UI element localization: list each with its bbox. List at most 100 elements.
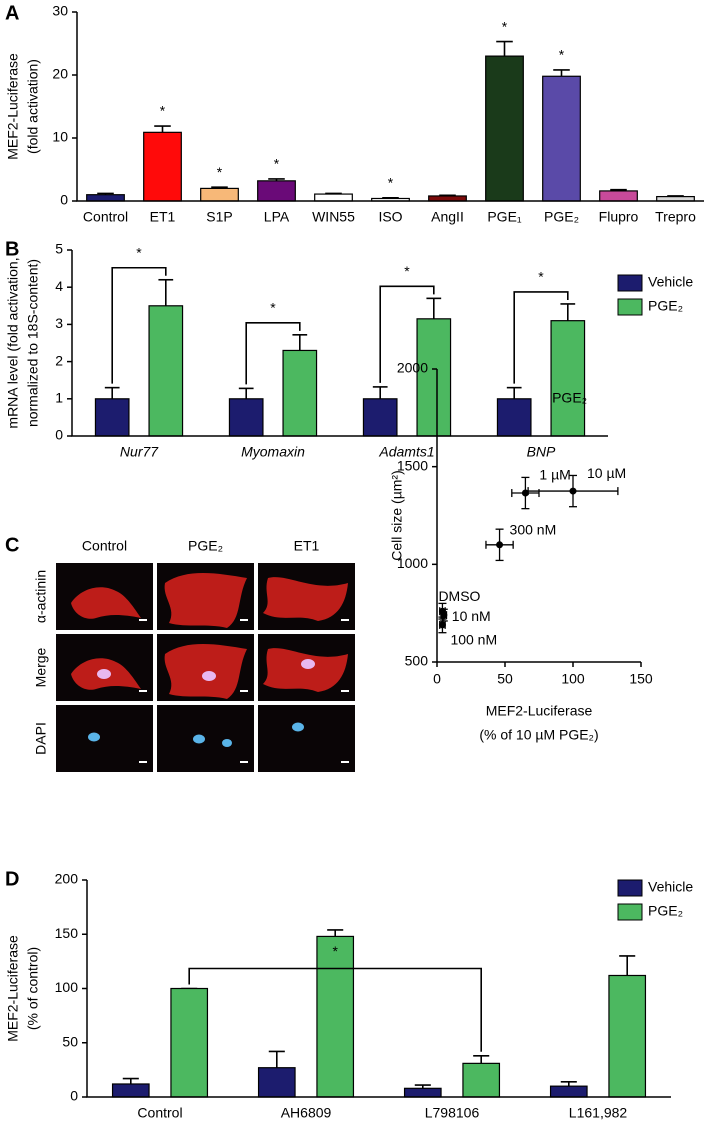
- y-axis-label: MEF2-Luciferase: [5, 935, 21, 1042]
- micrograph: [56, 563, 153, 630]
- y-tick-label: 5: [55, 241, 63, 257]
- x-tick-label: AH6809: [281, 1105, 332, 1121]
- y-tick-label: 1000: [397, 555, 428, 571]
- column-label: PGE₂: [188, 538, 223, 554]
- y-tick-label: 0: [60, 192, 68, 208]
- bar: [462, 1062, 501, 1098]
- y-axis-label: (fold activation): [25, 59, 41, 154]
- micrograph-background: [258, 705, 355, 772]
- x-tick-label: BNP: [527, 444, 556, 460]
- y-axis-label: Cell size (µm²): [389, 470, 405, 561]
- bar: [549, 1085, 588, 1098]
- bar: [282, 349, 318, 437]
- x-tick-label: Myomaxin: [241, 444, 305, 460]
- bar: [316, 935, 355, 1098]
- x-tick-label: PGE₂: [544, 209, 579, 225]
- significance-bracket: [245, 322, 301, 385]
- panel-letter: A: [5, 2, 19, 24]
- y-axis-label: (% of control): [25, 947, 41, 1030]
- y-tick-label: 2000: [397, 360, 428, 376]
- micrograph: [157, 563, 254, 630]
- bar: [608, 974, 647, 1098]
- y-axis-label: mRNA level (fold activation,: [5, 257, 21, 428]
- axes: [76, 12, 704, 202]
- significance-bracket: [379, 285, 435, 383]
- nucleus: [193, 734, 205, 744]
- micrograph: [258, 634, 355, 701]
- significance-mark: *: [559, 47, 565, 63]
- row-label: DAPI: [33, 722, 49, 755]
- panel-letter: D: [5, 868, 19, 890]
- bar: [257, 1067, 296, 1098]
- micrograph: [258, 705, 355, 772]
- bar: [94, 398, 130, 437]
- x-tick-label: S1P: [206, 209, 232, 225]
- axes: [71, 250, 608, 437]
- y-tick-label: 0: [55, 427, 63, 443]
- x-tick-label: 150: [629, 671, 653, 687]
- bar: [428, 195, 467, 202]
- panel-letter: C: [5, 534, 19, 556]
- y-tick-label: 200: [55, 871, 79, 887]
- x-tick-label: Control: [137, 1105, 182, 1121]
- x-tick-label: Trepro: [655, 209, 696, 225]
- y-axis-label: MEF2-Luciferase: [5, 53, 21, 160]
- x-axis-label: (% of 10 µM PGE₂): [479, 727, 598, 743]
- micrograph: [56, 634, 153, 701]
- axes: [86, 880, 671, 1098]
- x-tick-label: Flupro: [599, 209, 639, 225]
- bar: [362, 398, 398, 437]
- legend-swatch: [617, 298, 643, 316]
- bar: [200, 187, 239, 202]
- legend-label: PGE₂: [648, 903, 683, 919]
- x-tick-label: 100: [561, 671, 585, 687]
- nucleus: [88, 732, 100, 742]
- chart-title: PGE₂: [552, 390, 587, 406]
- significance-mark: *: [136, 244, 142, 260]
- row-label: α-actinin: [33, 570, 49, 623]
- y-tick-label: 10: [52, 129, 68, 145]
- x-tick-label: ET1: [150, 209, 176, 225]
- y-tick-label: 500: [405, 653, 429, 669]
- significance-bracket: [111, 266, 167, 384]
- x-tick-label: L798106: [425, 1105, 480, 1121]
- x-axis-label: MEF2-Luciferase: [486, 703, 593, 719]
- bar: [599, 190, 638, 202]
- point-label: DMSO: [438, 588, 480, 604]
- point-label: 300 nM: [510, 522, 557, 538]
- bar: [228, 398, 264, 437]
- point: [496, 541, 504, 549]
- legend-swatch: [617, 903, 643, 921]
- legend-label: PGE₂: [648, 298, 683, 314]
- nucleus: [202, 671, 216, 681]
- column-label: ET1: [294, 538, 320, 554]
- panel-letter: B: [5, 238, 19, 260]
- cell-stain: [263, 648, 348, 692]
- y-tick-label: 20: [52, 66, 68, 82]
- point-label: 100 nM: [450, 632, 497, 648]
- row-label: Merge: [33, 647, 49, 687]
- y-tick-label: 30: [52, 3, 68, 19]
- x-tick-label: PGE₁: [487, 209, 522, 225]
- y-tick-label: 1500: [397, 457, 428, 473]
- cell-stain: [164, 573, 247, 628]
- bar: [86, 194, 125, 202]
- nucleus: [222, 739, 232, 747]
- bar: [542, 75, 581, 202]
- y-tick-label: 100: [55, 979, 79, 995]
- significance-mark: *: [160, 103, 166, 119]
- bar: [148, 305, 184, 437]
- nucleus: [301, 659, 315, 669]
- x-tick-label: AngII: [431, 209, 464, 225]
- nucleus: [292, 722, 304, 732]
- cell-stain: [71, 587, 141, 619]
- significance-mark: *: [388, 175, 394, 191]
- micrograph: [258, 563, 355, 630]
- point: [521, 489, 529, 497]
- bar: [550, 320, 586, 437]
- significance-mark: *: [217, 164, 223, 180]
- legend-label: Vehicle: [648, 879, 693, 895]
- x-tick-label: Nur77: [120, 444, 159, 460]
- bar: [416, 318, 452, 437]
